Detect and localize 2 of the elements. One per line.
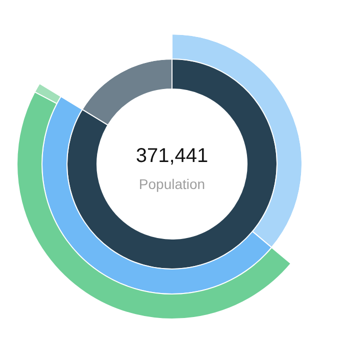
text: 371,441 [136,145,208,167]
text: Population [138,176,206,192]
